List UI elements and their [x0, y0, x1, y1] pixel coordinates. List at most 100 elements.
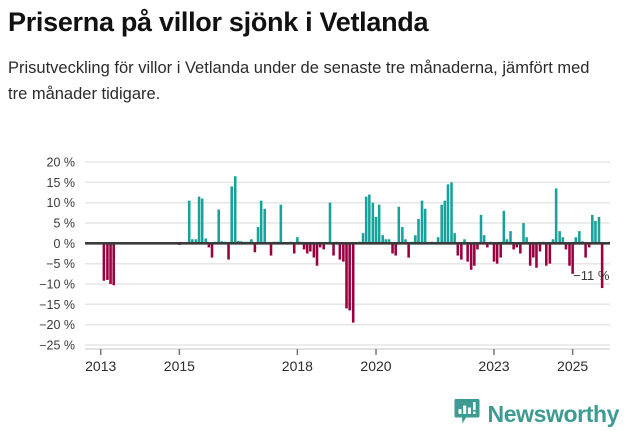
chart-bar	[401, 227, 404, 244]
chart-bar	[269, 243, 273, 256]
x-axis-tick-label: 2023	[478, 358, 509, 374]
chart-bar	[217, 209, 220, 244]
chart-bar	[384, 239, 388, 244]
chart-bar	[564, 243, 568, 250]
chart-bar	[532, 243, 535, 258]
chart-bar	[522, 223, 525, 244]
chart-bar	[423, 208, 427, 244]
value-annotation: −11 %	[573, 268, 610, 283]
chart-bar	[279, 204, 283, 244]
chart-bar	[473, 243, 476, 266]
chart-bar	[342, 243, 345, 262]
chart-bar	[374, 216, 378, 244]
chart-bar	[230, 186, 233, 244]
chart-bar	[253, 243, 257, 253]
chart-bar	[479, 214, 483, 244]
chart-bar	[414, 235, 417, 244]
chart-bar	[450, 182, 453, 244]
chart-bar	[551, 239, 555, 244]
chart-bar	[417, 218, 420, 244]
chart-bar	[558, 231, 561, 244]
chart-bar	[525, 237, 528, 244]
chart-bar	[460, 243, 463, 260]
x-axis-tick-label: 2018	[282, 358, 313, 374]
chart-bar	[371, 202, 375, 244]
chart-bar	[112, 243, 115, 286]
chart-bar	[407, 243, 410, 258]
bar-chart-speech-bubble-icon	[454, 398, 480, 431]
chart-bar	[309, 243, 312, 252]
chart-bar	[443, 200, 447, 244]
chart-bar	[256, 227, 260, 244]
chart-bar	[106, 243, 109, 280]
chart-bar	[394, 243, 397, 256]
chart-bar	[561, 237, 565, 244]
chart-bar	[227, 243, 230, 260]
chart-bar	[397, 206, 401, 244]
chart-bar	[545, 243, 548, 266]
chart-bar	[259, 200, 263, 244]
chart-bar	[338, 243, 342, 260]
chart-bar	[194, 239, 198, 244]
chart-bar	[466, 243, 469, 262]
chart-bar	[364, 196, 368, 244]
y-axis-tick-label: −15 %	[39, 298, 75, 312]
chart-bar	[328, 202, 332, 244]
chart-bar	[587, 243, 591, 248]
chart-bar	[207, 243, 211, 248]
chart-bar	[591, 214, 594, 244]
annotations-group: −11 %	[573, 268, 610, 283]
chart-bar	[404, 239, 407, 244]
chart-bar	[463, 239, 466, 244]
chart-bar	[200, 198, 204, 244]
chart-bar	[305, 243, 309, 254]
chart-bar	[571, 243, 574, 274]
chart-bar	[315, 243, 319, 266]
chart-bar	[233, 176, 237, 244]
brand-wordmark: Newsworthy	[487, 401, 620, 427]
bar-chart-svg: 20 % 15 % 10 % 5 % 0 % −5 % −10 % −15 % −20 % −25…	[39, 156, 610, 374]
x-axis-tick-label: 2015	[164, 358, 195, 374]
chart-bar	[312, 243, 316, 258]
chart-bar	[574, 237, 578, 244]
chart-bar	[204, 238, 208, 244]
chart-bar	[102, 243, 106, 281]
chart-bar	[322, 243, 325, 250]
chart-bar	[292, 243, 296, 254]
chart-bar	[554, 188, 558, 244]
bars-group	[102, 176, 604, 323]
chart-bar	[512, 243, 515, 250]
chart-bar	[446, 184, 450, 244]
y-axis-tick-label: −20 %	[39, 318, 75, 332]
page-title: Priserna på villor sjönk i Vetlanda	[8, 7, 429, 37]
chart-bar	[519, 243, 522, 254]
chart-bar	[495, 243, 499, 264]
chart-bar	[296, 237, 299, 244]
chart-bar	[391, 243, 394, 254]
y-axis-tick-label: 5 %	[53, 217, 75, 231]
chart-bar	[440, 204, 443, 244]
chart-bar	[109, 243, 112, 284]
chart-bar	[597, 216, 601, 244]
chart-bar	[387, 239, 391, 244]
chart-bar	[187, 200, 191, 244]
chart-bar	[584, 243, 587, 258]
y-axis-tick-label: 15 %	[47, 176, 76, 190]
brand-footer: Newsworthy	[454, 398, 619, 431]
chart-bar	[486, 243, 489, 248]
chart-bar	[381, 235, 384, 244]
chart-bar	[548, 243, 552, 264]
chart-bar	[528, 243, 532, 266]
chart-bar	[492, 243, 496, 262]
x-axis-tick-label: 2020	[360, 358, 391, 374]
chart-bar	[535, 243, 538, 268]
chart-header: Priserna på villor sjönk i Vetlanda Pris…	[8, 6, 623, 107]
y-axis-labels-group: 20 % 15 % 10 % 5 % 0 % −5 % −10 % −15 % −20 % −25…	[39, 156, 75, 353]
chart-bar	[377, 204, 381, 244]
chart-bar	[436, 237, 440, 244]
chart-bar	[499, 243, 502, 258]
chart-plot-area: 20 % 15 % 10 % 5 % 0 % −5 % −10 % −15 % −20 % −25…	[0, 150, 631, 390]
chart-bar	[505, 239, 509, 244]
chart-bar	[453, 233, 456, 244]
